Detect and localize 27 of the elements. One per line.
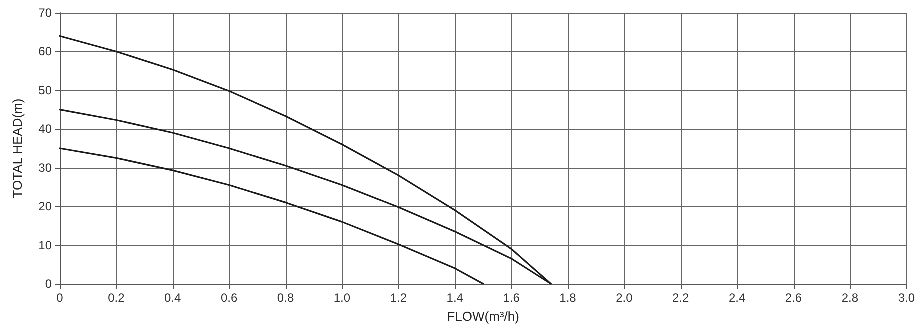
y-tick-label: 30: [38, 160, 52, 175]
x-tick-label: 2.4: [728, 291, 746, 305]
x-tick-label: 0.4: [164, 291, 182, 305]
y-tick-label: 60: [38, 44, 52, 59]
y-tick-label: 40: [38, 122, 52, 136]
y-tick-label: 10: [38, 238, 52, 252]
x-tick-label: 2.8: [842, 291, 859, 305]
x-tick-label: 1.0: [334, 291, 351, 305]
x-tick-label: 1.8: [560, 291, 577, 305]
x-tick-label: 0.8: [277, 291, 294, 305]
x-tick-label: 2.2: [672, 291, 690, 305]
y-tick-label: 50: [38, 83, 52, 98]
x-axis-title: FLOW(m³/h): [447, 309, 520, 324]
x-tick-label: 0.2: [108, 291, 126, 305]
y-tick-label: 20: [38, 200, 52, 214]
x-tick-label: 1.2: [390, 291, 408, 305]
x-tick-label: 1.6: [503, 291, 520, 305]
x-tick-label: 3.0: [898, 291, 916, 305]
x-tick-label: 0: [56, 291, 64, 305]
x-tick-label: 2.6: [785, 291, 802, 305]
y-tick-label: 70: [38, 6, 52, 20]
line-series: [59, 148, 484, 285]
y-axis-title: TOTAL HEAD(m): [10, 98, 25, 198]
y-tick-label: 0: [45, 277, 52, 291]
x-tick-label: 2.0: [616, 291, 634, 305]
x-tick-label: 1.4: [446, 291, 464, 305]
x-tick-label: 0.6: [220, 291, 238, 305]
